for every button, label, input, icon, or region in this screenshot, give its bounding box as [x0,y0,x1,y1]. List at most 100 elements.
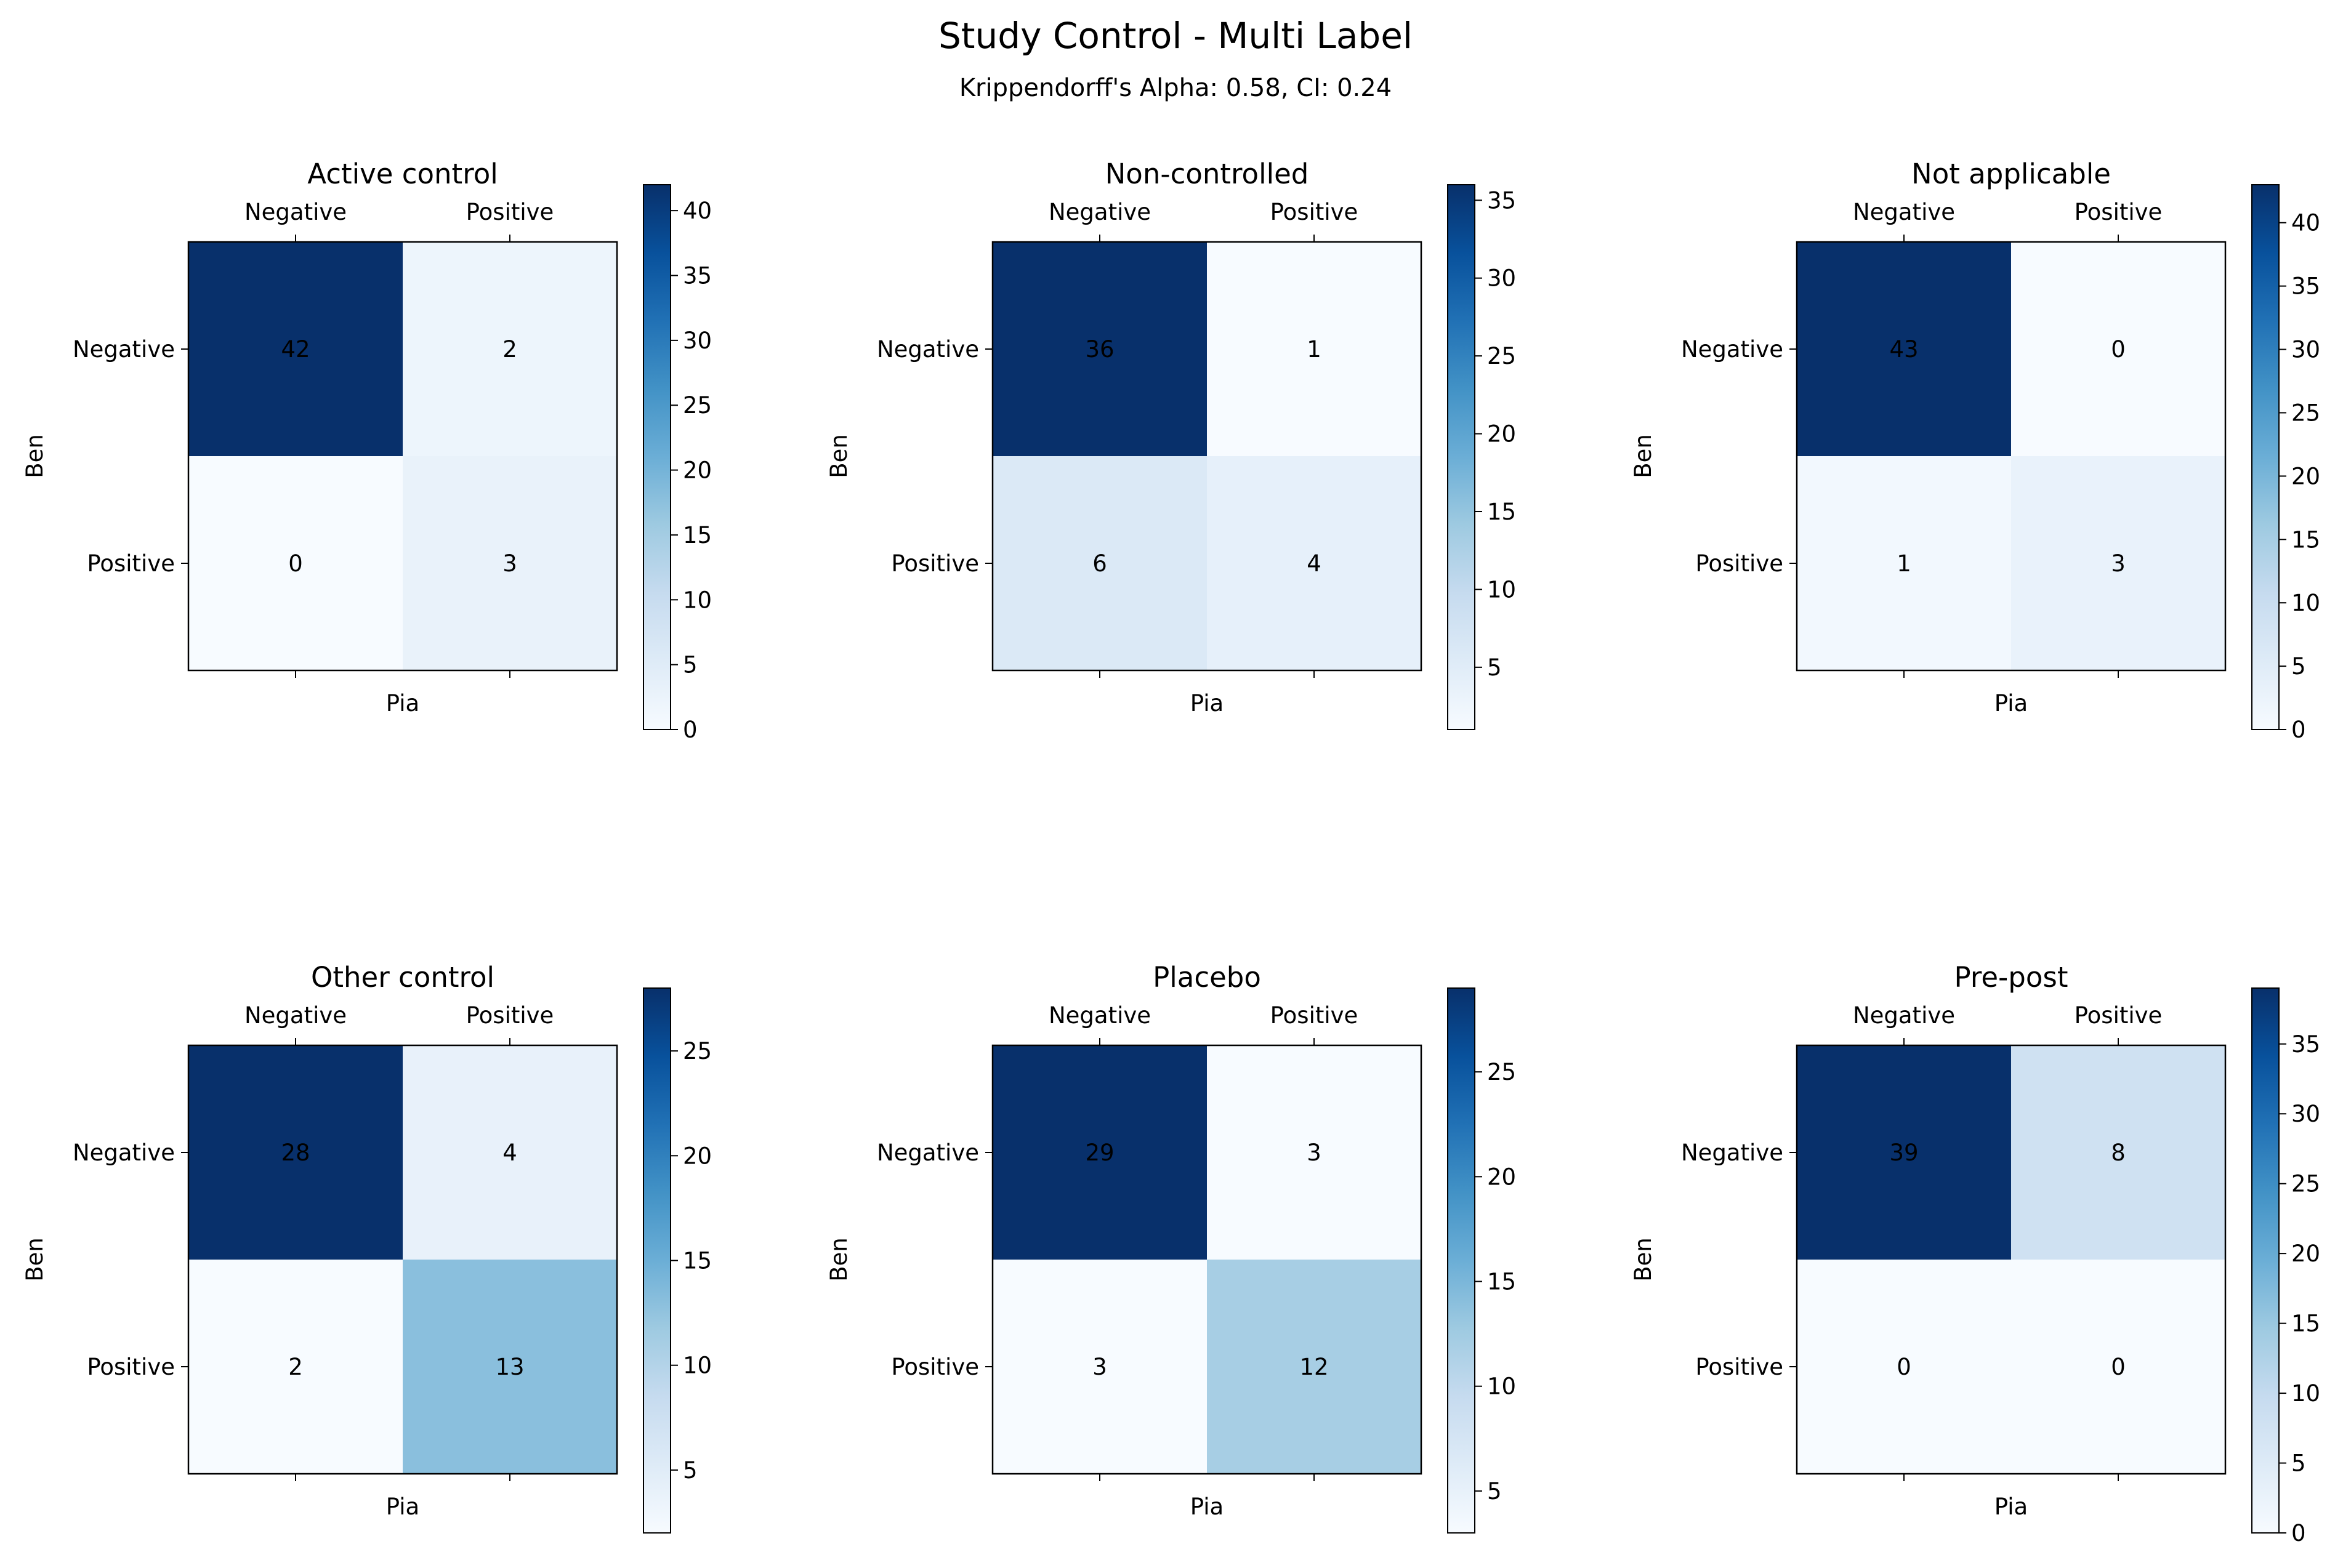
plot-frame [991,241,1422,672]
colorbar-tick-label: 25 [1487,1059,1516,1085]
panel-title: Not applicable [1911,158,2111,190]
x-tick-label: Positive [1270,199,1358,225]
cell-value-label: 3 [1092,1354,1107,1380]
y-axis-label: Ben [1630,434,1656,478]
panel-title: Active control [307,158,498,190]
x-tick-label: Positive [2075,1002,2163,1029]
figure-title: Study Control - Multi Label [938,15,1413,57]
y-axis-label: Ben [826,1237,852,1282]
colorbar-frame [2251,987,2280,1534]
plot-frame [1796,1044,2227,1475]
y-axis-label: Ben [22,434,48,478]
y-tick-label: Positive [87,550,175,577]
y-tick-label: Positive [1695,550,1783,577]
y-axis-label: Ben [826,434,852,478]
cell-value-label: 8 [2111,1140,2126,1166]
cell-value-label: 36 [1085,336,1114,363]
heatmap-cell [1207,1045,1421,1260]
cell-value-label: 4 [502,1140,517,1166]
cell-value-label: 2 [502,336,517,363]
heatmap-cell [2011,456,2225,670]
colorbar-tick-label: 20 [2291,1240,2320,1267]
colorbar-tick-label: 5 [2291,653,2306,680]
colorbar [1448,185,1475,730]
panel-title: Non-controlled [1105,158,1309,190]
colorbar-tick-label: 25 [683,1038,712,1064]
colorbar-tick-label: 30 [683,328,712,354]
heatmap-cell [993,1045,1207,1260]
heatmap-cell [993,456,1207,670]
y-axis-label: Ben [1630,1237,1656,1282]
y-tick-label: Positive [891,1354,979,1380]
heatmap-cell [993,1260,1207,1474]
colorbar-tick-label: 20 [1487,421,1516,448]
heatmap-panel: Not applicable 43 0 1 3 Negative Positive Negat… [1630,158,2320,743]
colorbar-tick-label: 10 [1487,1373,1516,1400]
x-tick-label: Negative [1049,1002,1151,1029]
cell-value-label: 3 [1307,1140,1321,1166]
cell-value-label: 6 [1092,550,1107,577]
colorbar-tick-label: 25 [1487,343,1516,369]
colorbar-tick-label: 15 [683,1248,712,1274]
colorbar [2252,185,2279,730]
cell-value-label: 1 [1897,550,1911,577]
colorbar-tick-label: 10 [2291,590,2320,616]
x-tick-label: Negative [1853,1002,1955,1029]
colorbar-frame [643,184,671,730]
x-tick-label: Positive [466,199,554,225]
colorbar-tick-label: 5 [1487,654,1502,681]
heatmap-cell [403,1260,617,1474]
cell-value-label: 28 [281,1140,310,1166]
colorbar-tick-label: 20 [683,1143,712,1169]
y-tick-label: Positive [1695,1354,1783,1380]
heatmap-cell [1797,456,2011,670]
colorbar-tick-label: 35 [1487,187,1516,214]
colorbar-tick-label: 5 [1487,1478,1502,1505]
panels: Active control 4 2 20 3 Negative Positive Negat… [22,158,2320,1546]
x-axis-label: Pia [386,1494,419,1520]
colorbar-tick-label: 5 [683,1457,698,1484]
colorbar-tick-label: 20 [2291,463,2320,489]
colorbar-tick-label: 0 [683,717,698,743]
cell-value-label: 43 [1889,336,1918,363]
heatmap-panel: Other control 28 4 2 13 Negative Positive Negat… [22,961,712,1534]
x-tick-label: Positive [2075,199,2163,225]
y-tick-label: Negative [1681,1140,1783,1166]
colorbar-tick-label: 40 [683,198,712,224]
heatmap-cell [1207,1260,1421,1474]
heatmap-cell [188,242,403,456]
cell-value-label: 29 [1085,1140,1114,1166]
colorbar-frame [2251,184,2280,730]
colorbar-tick-label: 25 [683,392,712,419]
x-tick-label: Negative [1853,199,1955,225]
colorbar-frame [1447,184,1475,730]
y-tick-label: Positive [87,1354,175,1380]
heatmap-cell [993,242,1207,456]
colorbar-tick-label: 30 [2291,337,2320,363]
cell-value-label: 4 [1307,550,1321,577]
heatmap-cell [1797,1260,2011,1474]
heatmap-cell [188,1045,403,1260]
colorbar-tick-label: 25 [2291,400,2320,426]
x-tick-label: Positive [466,1002,554,1029]
heatmap-cell [403,456,617,670]
heatmap-cell [403,242,617,456]
colorbar-tick-label: 5 [683,652,698,678]
y-tick-label: Negative [73,336,175,363]
colorbar-tick-label: 10 [2291,1380,2320,1407]
colorbar-tick-label: 15 [2291,1311,2320,1337]
heatmap-cell [188,456,403,670]
colorbar [643,988,671,1533]
y-tick-label: Positive [891,550,979,577]
colorbar-tick-label: 10 [1487,576,1516,603]
x-axis-label: Pia [386,690,419,717]
colorbar-tick-label: 30 [1487,265,1516,292]
colorbar-tick-label: 15 [1487,1269,1516,1295]
colorbar-tick-label: 20 [683,457,712,484]
y-axis-label: Ben [22,1237,48,1282]
colorbar [2252,988,2279,1533]
plot-frame [187,241,618,672]
cell-value-label: 39 [1889,1140,1918,1166]
